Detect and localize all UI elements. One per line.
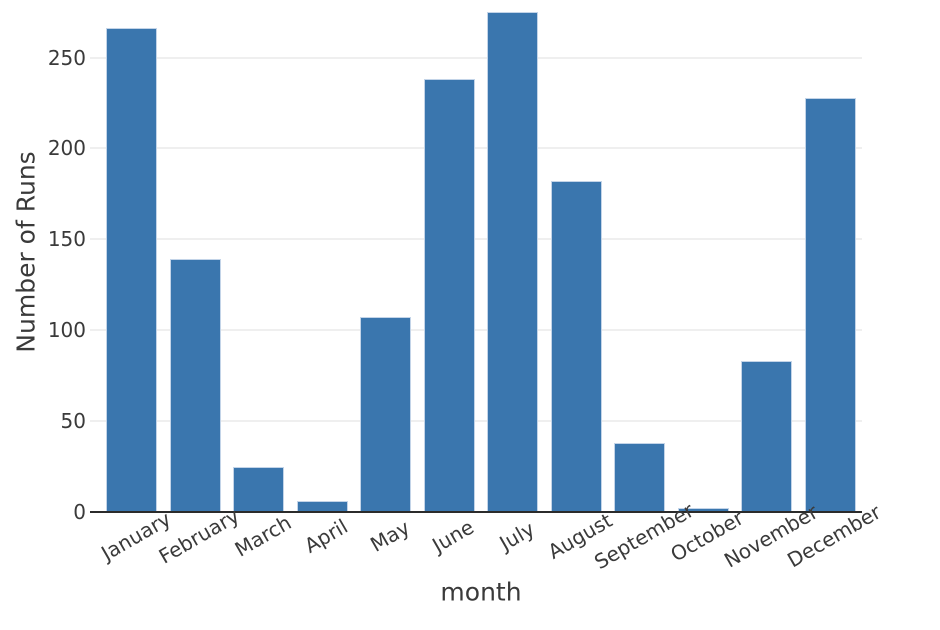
y-tick-label-200: 200 [47, 136, 86, 160]
y-tick-label-150: 150 [47, 227, 86, 251]
gridline-100 [90, 329, 862, 331]
gridline-250 [90, 57, 862, 59]
y-tick-label-0: 0 [73, 500, 86, 524]
x-tick-label-february: February [154, 503, 244, 569]
x-axis-title: month [440, 577, 522, 607]
x-tick-label-june: June [428, 514, 479, 558]
bar-may [360, 317, 411, 512]
gridline-50 [90, 420, 862, 422]
bar-july [487, 12, 538, 512]
y-tick-label-250: 250 [47, 46, 86, 70]
y-tick-label-100: 100 [47, 318, 86, 342]
bar-march [233, 467, 284, 512]
x-tick-label-april: April [300, 514, 353, 558]
y-tick-label-50: 50 [60, 409, 86, 433]
bar-june [424, 79, 475, 512]
bar-april [297, 501, 348, 512]
gridline-150 [90, 238, 862, 240]
bar-february [170, 259, 221, 512]
x-tick-label-july: July [495, 516, 539, 556]
bar-september [614, 443, 665, 512]
bar-january [106, 28, 157, 512]
bar-august [551, 181, 602, 512]
gridline-200 [90, 147, 862, 149]
bar-november [741, 361, 792, 512]
x-tick-label-may: May [365, 515, 414, 557]
bar-october [678, 508, 729, 512]
x-axis-line [90, 511, 862, 513]
bar-december [805, 98, 856, 512]
